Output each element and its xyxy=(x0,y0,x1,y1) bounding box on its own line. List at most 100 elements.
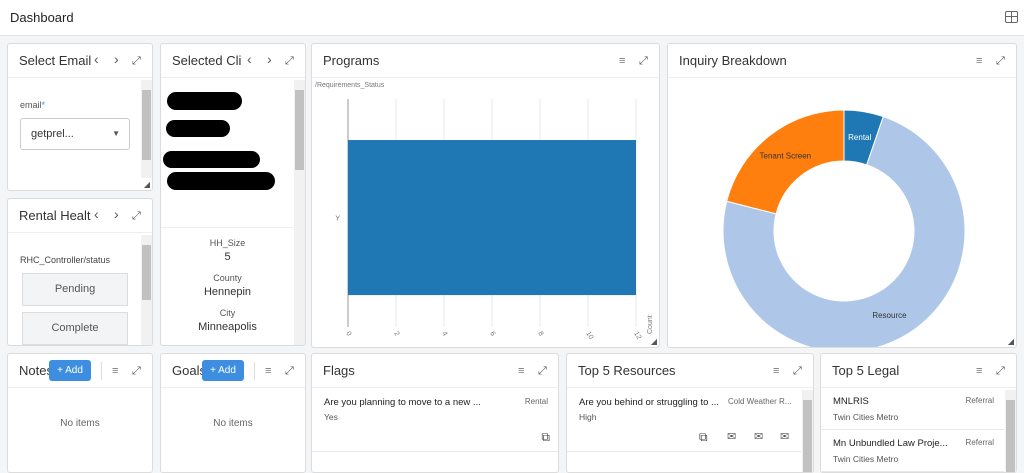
filter-icon[interactable]: ≡ xyxy=(518,365,525,377)
chevron-left-icon[interactable]: ‹ xyxy=(94,51,99,67)
scrollbar[interactable] xyxy=(802,390,813,472)
select-email-panel: Select Email ‹ › ⤢ email* getprel... ▼ ◢ xyxy=(7,43,153,191)
field-label: HH_Size xyxy=(209,238,246,248)
flags-panel: Flags ≡ ⤢ Are you planning to move to a … xyxy=(311,353,559,473)
x-tick-label: 10 xyxy=(584,331,594,341)
top-legal-panel: Top 5 Legal ≡ ⤢ MNLRIS Referral Twin Cit… xyxy=(820,353,1017,473)
panel-title: Selected Cli xyxy=(172,53,242,68)
expand-icon[interactable]: ⤢ xyxy=(639,55,648,67)
programs-bar-chart: /Requirements_Status 0 2 4 6 8 10 12 Y Count xyxy=(315,82,654,341)
chart-title: /Requirements_Status xyxy=(315,82,385,89)
x-tick-label: 6 xyxy=(488,331,496,338)
legal-item[interactable]: MNLRIS Referral Twin Cities Metro xyxy=(821,388,1004,430)
scrollbar[interactable] xyxy=(141,235,152,345)
field-value: Hennepin xyxy=(203,286,252,298)
scrollbar[interactable] xyxy=(141,80,152,178)
filter-icon[interactable]: ≡ xyxy=(773,365,780,377)
email-select[interactable]: getprel... ▼ xyxy=(20,118,130,150)
email-label: email* xyxy=(20,100,46,110)
x-axis-label: Count xyxy=(647,315,654,334)
email-icon[interactable]: ✉ xyxy=(727,431,737,443)
chevron-right-icon[interactable]: › xyxy=(267,51,272,67)
expand-icon[interactable]: ⤢ xyxy=(285,55,294,67)
flag-item[interactable]: Are you planning to move to a new ... Re… xyxy=(312,388,558,452)
empty-state: No items xyxy=(213,418,253,429)
slice-label: Resource xyxy=(872,311,907,320)
external-link-icon[interactable]: ⧉ xyxy=(699,430,708,444)
scrollbar[interactable] xyxy=(294,80,305,345)
chevron-left-icon[interactable]: ‹ xyxy=(247,51,252,67)
status-label: RHC_Controller/status xyxy=(20,255,111,265)
notes-panel: Notes + Add ≡ ⤢ No items xyxy=(7,353,153,473)
selected-client-panel: Selected Cli ‹ › ⤢ HH_Size 5 County Henn… xyxy=(160,43,306,346)
panel-title: Goals xyxy=(172,363,206,378)
top-resources-panel: Top 5 Resources ≡ ⤢ Are you behind or st… xyxy=(566,353,814,473)
goals-panel: Goals + Add ≡ ⤢ No items xyxy=(160,353,306,473)
email-icon[interactable]: ✉ xyxy=(754,431,764,443)
email-icon[interactable]: ✉ xyxy=(780,431,790,443)
grid-layout-icon[interactable] xyxy=(1005,11,1018,23)
expand-icon[interactable]: ⤢ xyxy=(132,210,141,222)
rental-health-panel: Rental Healt ‹ › ⤢ RHC_Controller/status… xyxy=(7,198,153,346)
filter-icon[interactable]: ≡ xyxy=(112,365,119,377)
resize-handle-icon[interactable]: ◢ xyxy=(1007,337,1014,346)
expand-icon[interactable]: ⤢ xyxy=(285,365,294,377)
panel-title: Notes xyxy=(19,363,53,378)
resize-handle-icon[interactable]: ◢ xyxy=(650,337,657,346)
expand-icon[interactable]: ⤢ xyxy=(996,55,1005,67)
panel-title: Flags xyxy=(323,363,355,378)
field-label: County xyxy=(213,273,242,283)
chevron-down-icon: ▼ xyxy=(112,129,120,138)
panel-title: Select Email xyxy=(19,53,92,68)
field-value: Minneapolis xyxy=(198,321,257,333)
status-option-pending[interactable]: Pending xyxy=(22,273,128,306)
panel-title: Top 5 Resources xyxy=(578,363,676,378)
field-value: 5 xyxy=(224,251,231,263)
inquiry-breakdown-panel: Inquiry Breakdown ≡ ⤢ Rental Resource Tena… xyxy=(667,43,1017,348)
inquiry-donut-chart: Rental Resource Tenant Screen xyxy=(722,109,966,347)
status-option-complete[interactable]: Complete xyxy=(22,312,128,345)
panel-title: Top 5 Legal xyxy=(832,363,900,378)
y-tick-label: Y xyxy=(335,216,340,223)
panel-title: Programs xyxy=(323,53,380,68)
redacted-text xyxy=(167,172,275,190)
x-tick-label: 4 xyxy=(440,331,448,338)
slice-label: Tenant Screen xyxy=(760,152,812,161)
page-title: Dashboard xyxy=(10,10,74,25)
donut-slice xyxy=(726,109,845,215)
chevron-right-icon[interactable]: › xyxy=(114,206,119,222)
chevron-left-icon[interactable]: ‹ xyxy=(94,206,99,222)
top-bar: Dashboard xyxy=(0,0,1024,36)
x-tick-label: 2 xyxy=(392,331,400,338)
filter-icon[interactable]: ≡ xyxy=(976,365,983,377)
redacted-text xyxy=(166,120,230,137)
panel-title: Rental Healt xyxy=(19,208,91,223)
filter-icon[interactable]: ≡ xyxy=(265,365,272,377)
programs-panel: Programs ≡ ⤢ /Requirements_Status 0 2 4 6 8 1… xyxy=(311,43,660,348)
expand-icon[interactable]: ⤢ xyxy=(132,365,141,377)
donut-slice xyxy=(722,115,966,347)
filter-icon[interactable]: ≡ xyxy=(976,55,983,67)
x-tick-label: 8 xyxy=(536,331,544,338)
x-tick-label: 0 xyxy=(344,331,352,338)
expand-icon[interactable]: ⤢ xyxy=(996,365,1005,377)
expand-icon[interactable]: ⤢ xyxy=(132,55,141,67)
resource-item[interactable]: Are you behind or struggling to ... Cold… xyxy=(567,388,801,452)
external-link-icon[interactable]: ⧉ xyxy=(541,430,550,444)
bar xyxy=(348,140,636,296)
field-label: City xyxy=(219,308,236,318)
scrollbar[interactable] xyxy=(1005,390,1016,472)
add-note-button[interactable]: + Add xyxy=(49,360,91,381)
client-fields: HH_Size 5 County Hennepin City Minneapol… xyxy=(161,238,294,333)
empty-state: No items xyxy=(60,418,100,429)
filter-icon[interactable]: ≡ xyxy=(619,55,626,67)
add-goal-button[interactable]: + Add xyxy=(202,360,244,381)
redacted-text xyxy=(167,92,242,110)
chevron-right-icon[interactable]: › xyxy=(114,51,119,67)
expand-icon[interactable]: ⤢ xyxy=(793,365,802,377)
panel-title: Inquiry Breakdown xyxy=(679,53,787,68)
expand-icon[interactable]: ⤢ xyxy=(538,365,547,377)
x-tick-label: 12 xyxy=(632,331,642,341)
redacted-text xyxy=(163,151,260,168)
resize-handle-icon[interactable]: ◢ xyxy=(143,180,150,189)
